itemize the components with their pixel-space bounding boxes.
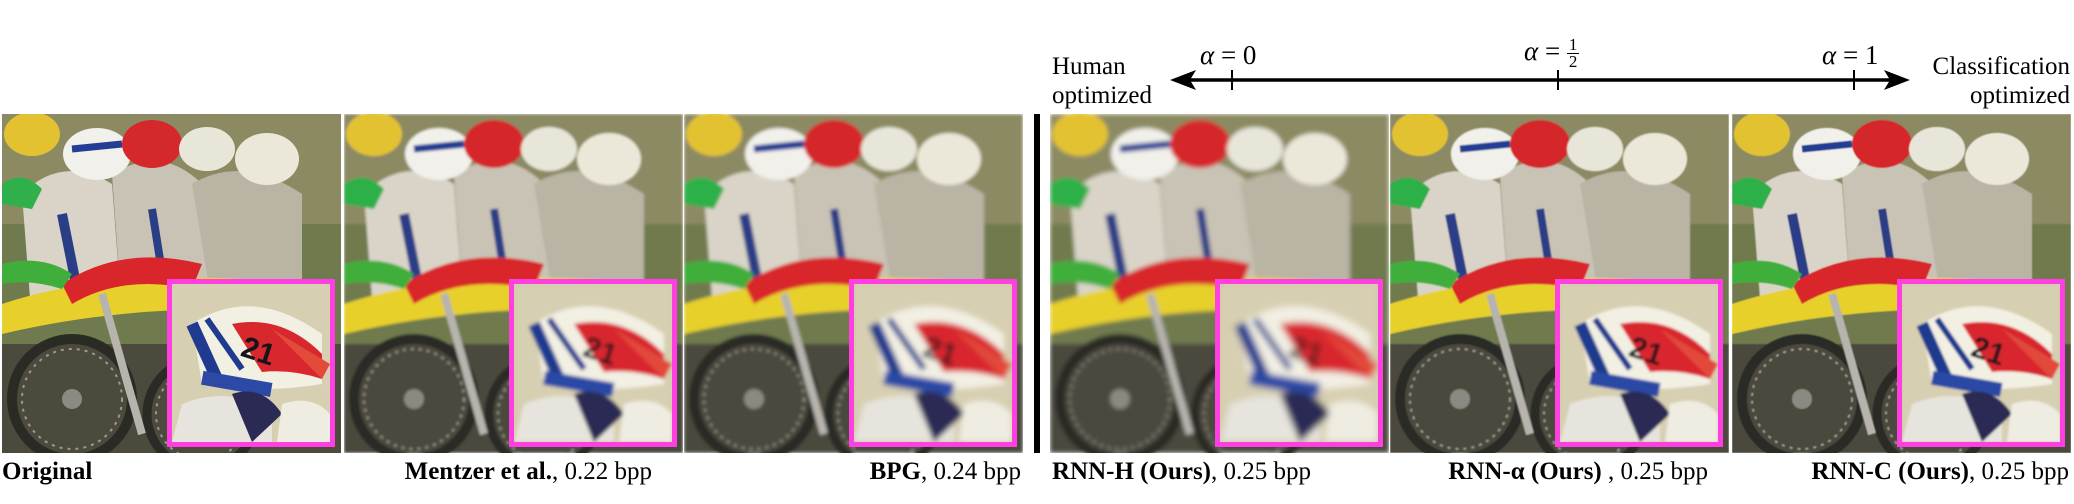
bitrate: , 0.25 bpp bbox=[1211, 458, 1312, 485]
one-half-fraction: 1 2 bbox=[1566, 35, 1580, 72]
helmet-closeup: 21 bbox=[172, 284, 330, 442]
bitrate: , 0.25 bpp bbox=[1969, 458, 2069, 485]
alpha-half-label: α = 1 2 bbox=[1524, 35, 1580, 72]
panel-rnn-alpha: 21 bbox=[1390, 114, 1729, 453]
zoom-inset: 21 bbox=[1215, 279, 1383, 447]
helmet-closeup: 21 bbox=[1560, 284, 1718, 442]
human-label-line2: optimized bbox=[1052, 82, 1152, 109]
alpha-value: 0 bbox=[1242, 40, 1257, 70]
helmet-closeup: 21 bbox=[1220, 284, 1378, 442]
zoom-inset: 21 bbox=[509, 279, 677, 447]
alpha-1-label: α = 1 bbox=[1822, 40, 1878, 71]
alpha-symbol: α bbox=[1822, 40, 1837, 70]
bitrate: , 0.24 bpp bbox=[921, 458, 1021, 485]
human-label-line1: Human bbox=[1052, 53, 1126, 80]
method-name: Mentzer et al. bbox=[404, 458, 552, 485]
equals-sign: = bbox=[1544, 36, 1561, 66]
method-name: RNN-α (Ours) bbox=[1448, 458, 1602, 485]
caption-original: Original bbox=[2, 455, 341, 489]
panel-rnn-h: 21 bbox=[1050, 114, 1389, 453]
panel-original: 21 bbox=[2, 114, 341, 453]
caption-mentzer: Mentzer et al., 0.22 bpp bbox=[342, 455, 652, 489]
fraction-denominator: 2 bbox=[1568, 52, 1578, 72]
equals-sign: = bbox=[1842, 40, 1859, 70]
panel-rnn-c: 21 bbox=[1732, 114, 2071, 453]
caption-bpg: BPG, 0.24 bpp bbox=[682, 455, 1021, 489]
alpha-symbol: α bbox=[1524, 36, 1539, 66]
method-name: BPG bbox=[869, 458, 921, 485]
zoom-inset: 21 bbox=[1555, 279, 1723, 447]
zoom-inset: 21 bbox=[167, 279, 335, 447]
panel-mentzer: 21 bbox=[344, 114, 683, 453]
helmet-closeup: 21 bbox=[854, 284, 1012, 442]
bitrate: , 0.22 bpp bbox=[552, 458, 652, 485]
classification-label-line1: Classification bbox=[1932, 53, 2070, 80]
panel-bpg: 21 bbox=[684, 114, 1023, 453]
fraction-numerator: 1 bbox=[1566, 35, 1580, 55]
method-name: RNN-H (Ours) bbox=[1052, 458, 1212, 485]
helmet-closeup: 21 bbox=[514, 284, 672, 442]
caption-rnn-h: RNN-H (Ours), 0.25 bpp bbox=[1052, 455, 1391, 489]
zoom-inset: 21 bbox=[849, 279, 1017, 447]
helmet-closeup: 21 bbox=[1902, 284, 2060, 442]
classification-label-line2: optimized bbox=[1970, 82, 2070, 109]
method-name: RNN-C (Ours) bbox=[1811, 458, 1969, 485]
caption-rnn-alpha: RNN-α (Ours) , 0.25 bpp bbox=[1390, 455, 1708, 489]
method-name: Original bbox=[2, 458, 93, 485]
equals-sign: = bbox=[1220, 40, 1237, 70]
alpha-value: 1 bbox=[1864, 40, 1879, 70]
alpha-axis-arrow bbox=[1170, 70, 1910, 90]
human-optimized-label: Human optimized bbox=[1052, 52, 1152, 110]
alpha-0-label: α = 0 bbox=[1200, 40, 1256, 71]
classification-optimized-label: Classification optimized bbox=[1900, 52, 2070, 110]
caption-rnn-c: RNN-C (Ours), 0.25 bpp bbox=[1730, 455, 2069, 489]
alpha-symbol: α bbox=[1200, 40, 1215, 70]
zoom-inset: 21 bbox=[1897, 279, 2065, 447]
bitrate: , 0.25 bpp bbox=[1601, 458, 1708, 485]
vertical-divider bbox=[1034, 114, 1040, 453]
